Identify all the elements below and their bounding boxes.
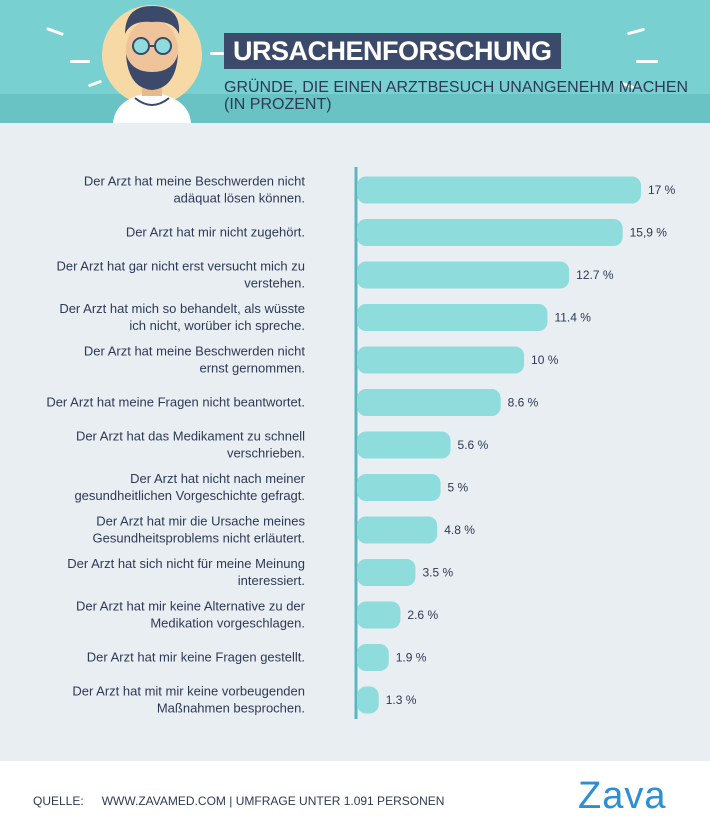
bar-10 <box>357 559 416 586</box>
value-label-13: 1.3 % <box>386 693 417 707</box>
category-label-7: Der Arzt hat das Medikament zu schnell ve… <box>76 429 305 461</box>
source-line: QUELLE: WWW.ZAVAMED.COM | UMFRAGE UNTER … <box>33 794 444 808</box>
bar-11 <box>357 601 401 629</box>
footer: QUELLE: WWW.ZAVAMED.COM | UMFRAGE UNTER … <box>0 761 710 836</box>
category-label-12: Der Arzt hat mir keine Fragen gestellt. <box>87 650 305 665</box>
decor-dash <box>46 27 64 36</box>
bar-1 <box>357 176 641 204</box>
chart-subtitle: GRÜNDE, DIE EINEN ARZTBESUCH UNANGENEHM … <box>224 79 689 113</box>
value-label-1: 17 % <box>648 183 676 197</box>
category-label-1: Der Arzt hat meine Beschwerden nicht adäq… <box>84 174 305 206</box>
bar-12 <box>357 644 389 671</box>
value-label-4: 11.4 % <box>554 311 591 325</box>
bar-5 <box>357 346 525 374</box>
category-label-6: Der Arzt hat meine Fragen nicht beantwor… <box>46 395 305 410</box>
page-title: URSACHENFORSCHUNG <box>233 35 552 66</box>
bar-2 <box>357 219 623 246</box>
bar-3 <box>357 261 570 289</box>
category-label-11: Der Arzt hat mir keine Alternative zu de… <box>76 599 306 631</box>
decor-dash <box>636 60 658 63</box>
header-banner: URSACHENFORSCHUNG GRÜNDE, DIE EINEN ARZT… <box>0 0 710 123</box>
category-label-9: Der Arzt hat mir die Ursache meines Gesun… <box>93 514 306 546</box>
source-text: WWW.ZAVAMED.COM | UMFRAGE UNTER 1.091 PE… <box>101 794 445 808</box>
value-label-2: 15,9 % <box>630 226 668 240</box>
zava-logo[interactable]: Zava <box>578 775 667 817</box>
value-label-9: 4.8 % <box>444 523 475 537</box>
value-label-12: 1.9 % <box>396 651 427 665</box>
bar-13 <box>357 686 379 714</box>
value-label-7: 5.6 % <box>458 438 489 452</box>
source-label: QUELLE: <box>33 794 84 808</box>
chart-panel: 17 % Der Arzt hat meine Beschwerden nicht… <box>0 123 710 761</box>
bar-chart: 17 % Der Arzt hat meine Beschwerden nicht… <box>46 167 676 719</box>
bar-6 <box>357 389 501 416</box>
category-label-3: Der Arzt hat gar nicht erst versucht mic… <box>56 259 305 291</box>
bar-4 <box>357 304 548 331</box>
bar-8 <box>357 474 441 501</box>
category-label-4: Der Arzt hat mich so behandelt, als wüss… <box>59 301 305 333</box>
doctor-avatar-icon <box>102 5 202 123</box>
bar-9 <box>357 516 438 544</box>
value-label-11: 2.6 % <box>407 608 438 622</box>
decor-dash <box>70 60 90 63</box>
title-box: URSACHENFORSCHUNG <box>224 33 561 69</box>
value-label-8: 5 % <box>448 481 469 495</box>
category-label-2: Der Arzt hat mir nicht zugehört. <box>126 225 305 240</box>
decor-dash <box>626 27 646 36</box>
category-label-10: Der Arzt hat sich nicht für meine Meinun… <box>67 556 305 588</box>
value-label-10: 3.5 % <box>422 566 453 580</box>
category-label-5: Der Arzt hat meine Beschwerden nicht erns… <box>84 344 305 376</box>
category-label-8: Der Arzt hat nicht nach meiner gesundheit… <box>74 471 305 503</box>
category-label-13: Der Arzt hat mit mir keine vorbeugenden M… <box>72 684 305 716</box>
value-label-3: 12.7 % <box>576 268 614 282</box>
bar-7 <box>357 431 451 459</box>
value-label-6: 8.6 % <box>508 396 539 410</box>
value-label-5: 10 % <box>531 353 559 367</box>
decor-dash <box>210 52 224 55</box>
